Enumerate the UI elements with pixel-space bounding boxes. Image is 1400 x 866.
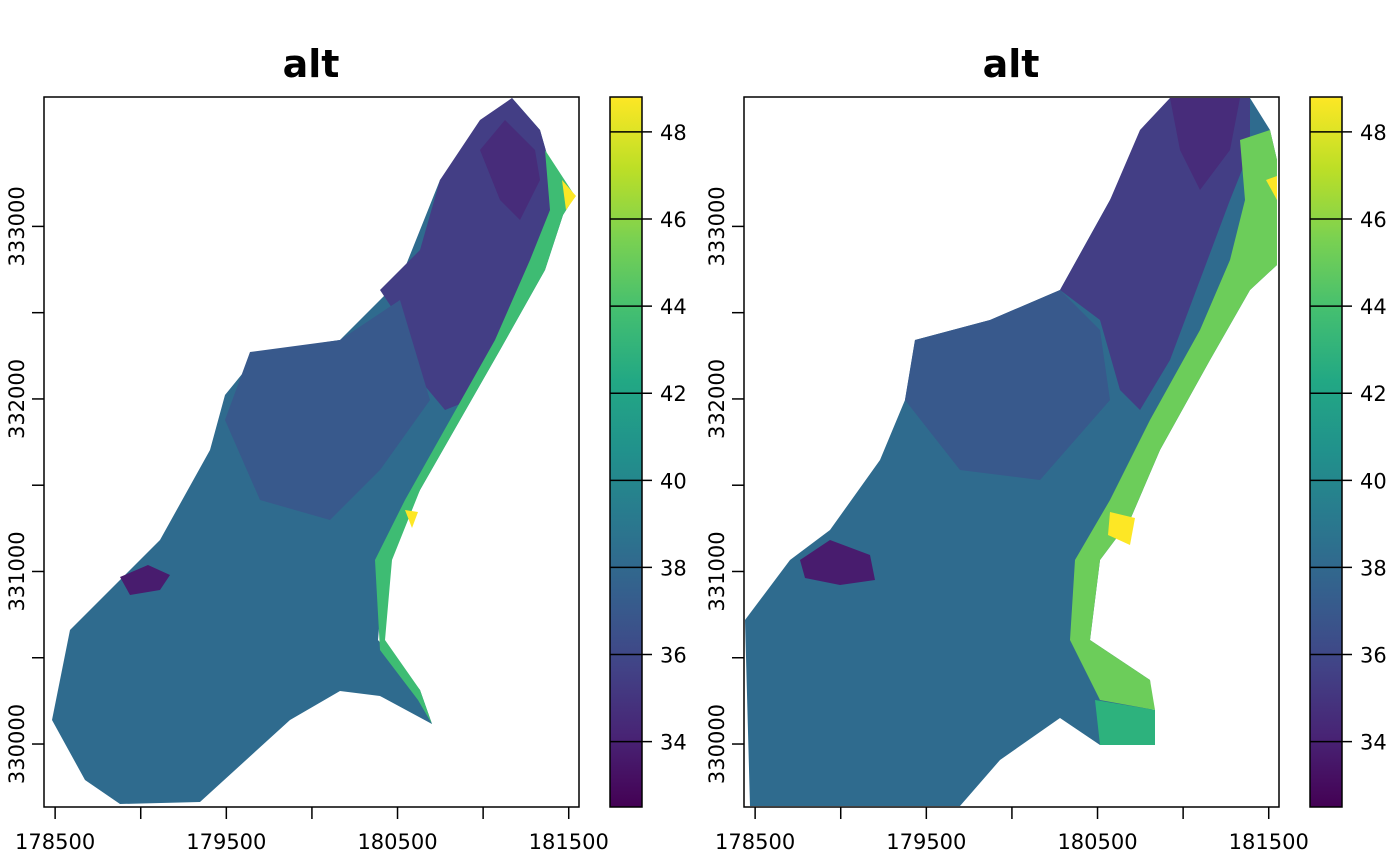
raster-surface <box>52 98 576 804</box>
raster-low-core <box>480 120 540 220</box>
colorbar-tick-label: 34 <box>1360 731 1387 755</box>
x-tick-label: 180500 <box>357 830 437 854</box>
raster-high-spot <box>1266 176 1277 200</box>
x-tick-label: 181500 <box>529 830 609 854</box>
raster-edge-band <box>1070 130 1277 710</box>
colorbar-tick-label: 44 <box>660 295 687 319</box>
x-tick-label: 181500 <box>1229 830 1309 854</box>
x-tick-label: 179500 <box>186 830 266 854</box>
raster-edge-band <box>375 150 575 724</box>
raster-low-core <box>1170 98 1240 190</box>
colorbar-tick-label: 42 <box>1360 382 1387 406</box>
colorbar-tick-label: 38 <box>1360 556 1387 580</box>
axes: 178500 179500 180500 181500 330000 331000 3320… <box>5 186 609 854</box>
raster-high-spot <box>562 180 576 210</box>
colorbar-tick-label: 42 <box>660 382 687 406</box>
raster-low-spot <box>120 565 170 595</box>
colorbar-axis: 34 36 38 40 42 44 46 48 <box>610 121 687 755</box>
y-tick-label: 333000 <box>5 186 29 266</box>
x-tick-label: 180500 <box>1057 830 1137 854</box>
y-tick-label: 331000 <box>705 531 729 611</box>
x-tick-label: 178500 <box>15 830 95 854</box>
y-tick-label: 332000 <box>5 359 29 439</box>
y-tick-label: 333000 <box>705 186 729 266</box>
raster-high-spot <box>1108 512 1135 545</box>
panel-title: alt <box>283 42 340 86</box>
panel-left: alt 178500 179500 180500 181500 330000 331000… <box>5 42 687 854</box>
colorbar-tick-label: 44 <box>1360 295 1387 319</box>
y-tick-label: 330000 <box>5 704 29 784</box>
colorbar-tick-label: 40 <box>660 469 687 493</box>
raster-mid-band <box>225 300 430 520</box>
raster-surface <box>745 98 1277 806</box>
raster-mid-band <box>905 290 1110 480</box>
colorbar-tick-label: 48 <box>1360 121 1387 145</box>
colorbar-tick-label: 40 <box>1360 469 1387 493</box>
colorbar-tick-label: 34 <box>660 731 687 755</box>
raster-edge-foot <box>1095 700 1155 745</box>
panel-title: alt <box>983 42 1040 86</box>
colorbar-tick-label: 48 <box>660 121 687 145</box>
colorbar-axis: 34 36 38 40 42 44 46 48 <box>1310 121 1387 755</box>
x-tick-label: 178500 <box>715 830 795 854</box>
raster-low-spot <box>800 540 875 585</box>
y-tick-label: 330000 <box>705 704 729 784</box>
colorbar-tick-label: 36 <box>660 644 687 668</box>
x-tick-label: 179500 <box>886 830 966 854</box>
panel-right: alt 178500 179500 180500 181500 330000 331000… <box>705 42 1387 854</box>
colorbar-tick-label: 46 <box>660 208 687 232</box>
colorbar <box>609 96 643 808</box>
y-tick-label: 332000 <box>705 359 729 439</box>
colorbar-tick-label: 46 <box>1360 208 1387 232</box>
y-tick-label: 331000 <box>5 531 29 611</box>
raster-high-spot <box>405 510 418 528</box>
colorbar-tick-label: 38 <box>660 556 687 580</box>
axes: 178500 179500 180500 181500 330000 331000 3320… <box>705 186 1309 854</box>
colorbar-tick-label: 36 <box>1360 644 1387 668</box>
colorbar <box>1309 96 1343 808</box>
